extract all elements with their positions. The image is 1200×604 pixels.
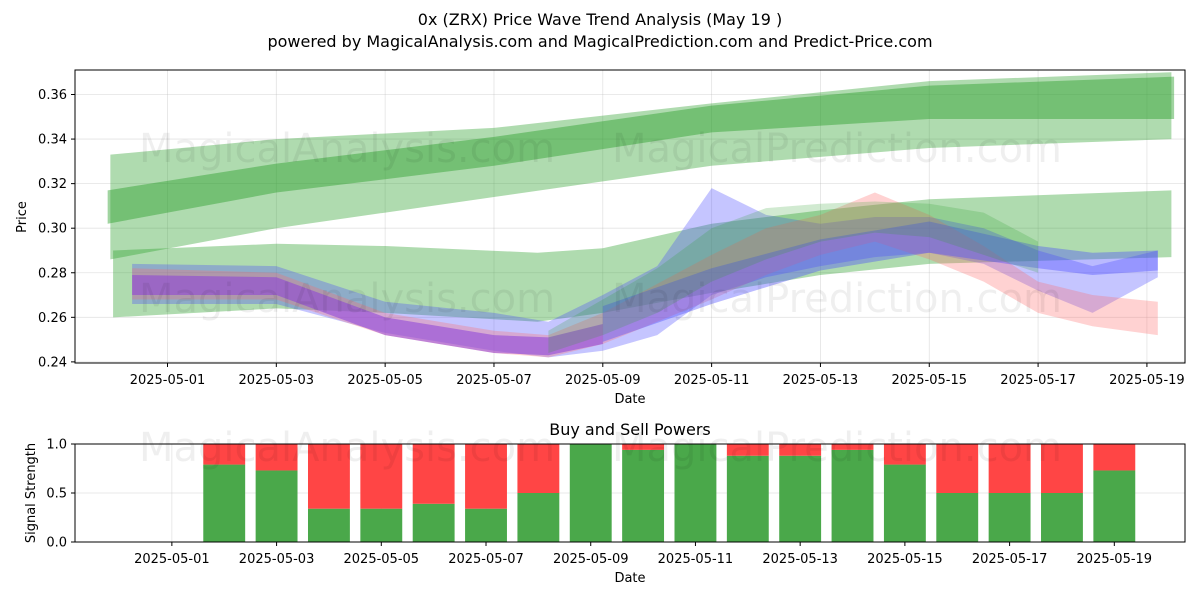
bars-x-tick-label: 2025-05-05 <box>344 552 420 567</box>
watermark-prediction-bottom: MagicalPrediction.com <box>612 425 1062 471</box>
bars-x-axis-label: Date <box>614 571 645 586</box>
bars-x-tick-label: 2025-05-07 <box>448 552 524 567</box>
band-amber-blend <box>548 201 1039 353</box>
buy-bar <box>674 444 717 542</box>
bars-x-tick-label: 2025-05-13 <box>762 552 838 567</box>
buy-bar <box>203 464 246 542</box>
sell-bar <box>255 444 298 471</box>
watermark-analysis-bottom: MagicalAnalysis.com <box>139 425 555 471</box>
sell-bar <box>360 444 403 509</box>
buy-bar <box>883 464 926 542</box>
buy-bar <box>465 508 507 542</box>
sell-bar <box>779 444 822 456</box>
price-x-tick-label: 2025-05-15 <box>891 373 967 388</box>
buy-bar <box>988 493 1031 542</box>
price-y-axis-label: Price <box>15 201 30 233</box>
sell-bar <box>622 444 665 450</box>
sell-bar <box>936 444 979 493</box>
watermark-analysis-mid: MagicalAnalysis.com <box>139 276 555 322</box>
price-y-tick-label: 0.36 <box>38 88 67 103</box>
bars-x-tick-label: 2025-05-11 <box>658 552 734 567</box>
sell-bar <box>988 444 1031 493</box>
sell-bar <box>883 444 926 465</box>
price-y-tick-label: 0.26 <box>38 311 67 326</box>
price-x-tick-label: 2025-05-17 <box>1000 373 1076 388</box>
price-y-tick-label: 0.24 <box>38 355 67 370</box>
buy-bar <box>936 493 979 542</box>
price-x-axis-label: Date <box>614 392 645 407</box>
sell-bar <box>1093 444 1136 471</box>
buy-bar <box>779 455 822 542</box>
buy-bar <box>517 493 560 542</box>
buy-bar <box>1093 470 1136 542</box>
sell-bar <box>465 444 507 509</box>
price-y-tick-label: 0.30 <box>38 222 67 237</box>
band-green-upper-inner <box>107 76 1175 224</box>
price-x-tick-label: 2025-05-13 <box>783 373 859 388</box>
price-x-axis: 2025-05-01 2025-05-03 2025-05-05 2025-05-07… <box>130 363 1185 388</box>
buy-bar <box>360 508 403 542</box>
price-x-tick-label: 2025-05-09 <box>565 373 641 388</box>
band-green-upper-outer <box>110 72 1172 260</box>
bars-x-tick-label: 2025-05-17 <box>972 552 1048 567</box>
band-red-wave <box>132 192 1158 358</box>
sell-bar <box>412 444 455 504</box>
bars-title: Buy and Sell Powers <box>549 420 711 439</box>
price-y-axis: 0.24 0.26 0.28 0.30 0.32 0.34 0.36 <box>38 88 75 370</box>
buy-bar <box>622 449 665 542</box>
band-blue-core <box>602 221 1158 342</box>
bars-y-tick-label: 1.0 <box>46 438 67 453</box>
bars-x-tick-label: 2025-05-19 <box>1077 552 1153 567</box>
bars-y-axis: 0.0 0.5 1.0 <box>46 438 75 551</box>
price-plot-frame <box>74 69 1186 364</box>
watermark-prediction-top: MagicalPrediction.com <box>612 126 1062 172</box>
buy-bar <box>307 508 350 542</box>
buy-bar <box>412 503 455 542</box>
price-x-tick-label: 2025-05-05 <box>347 373 423 388</box>
price-bands <box>107 72 1175 358</box>
price-x-tick-label: 2025-05-03 <box>239 373 315 388</box>
price-y-tick-label: 0.34 <box>38 133 67 148</box>
price-x-tick-label: 2025-05-07 <box>456 373 532 388</box>
sell-bar <box>517 444 560 493</box>
price-grid <box>75 70 1185 363</box>
bars-y-tick-label: 0.0 <box>46 536 67 551</box>
sell-bar <box>1041 444 1083 493</box>
buy-bar <box>726 455 769 542</box>
sell-bar <box>726 444 769 456</box>
buy-bar <box>831 449 874 542</box>
chart-title: 0x (ZRX) Price Wave Trend Analysis (May … <box>418 10 782 29</box>
sell-bar <box>203 444 246 465</box>
sell-bar <box>831 444 874 450</box>
bars-x-tick-label: 2025-05-09 <box>553 552 629 567</box>
band-blue-wave <box>132 188 1158 358</box>
bars-x-tick-label: 2025-05-15 <box>867 552 943 567</box>
bars-x-tick-label: 2025-05-03 <box>239 552 315 567</box>
buy-bar <box>569 444 612 542</box>
buy-sell-bars <box>203 444 1136 542</box>
buy-bar <box>1041 493 1083 542</box>
band-green-lower <box>113 190 1172 322</box>
watermark-analysis-top: MagicalAnalysis.com <box>139 126 555 172</box>
bars-y-tick-label: 0.5 <box>46 487 67 502</box>
bars-x-axis: 2025-05-01 2025-05-03 2025-05-05 2025-05-07… <box>134 542 1152 567</box>
sell-bar <box>307 444 350 509</box>
bars-x-tick-label: 2025-05-01 <box>134 552 210 567</box>
bars-y-axis-label: Signal Strength <box>24 443 39 543</box>
buy-bar <box>255 470 298 542</box>
price-x-tick-label: 2025-05-19 <box>1109 373 1185 388</box>
watermark-prediction-mid: MagicalPrediction.com <box>612 276 1062 322</box>
price-y-tick-label: 0.32 <box>38 177 67 192</box>
price-x-tick-label: 2025-05-11 <box>674 373 750 388</box>
price-y-tick-label: 0.28 <box>38 266 67 281</box>
chart-subtitle: powered by MagicalAnalysis.com and Magic… <box>267 32 932 51</box>
band-purple-core <box>132 274 603 356</box>
price-x-tick-label: 2025-05-01 <box>130 373 206 388</box>
